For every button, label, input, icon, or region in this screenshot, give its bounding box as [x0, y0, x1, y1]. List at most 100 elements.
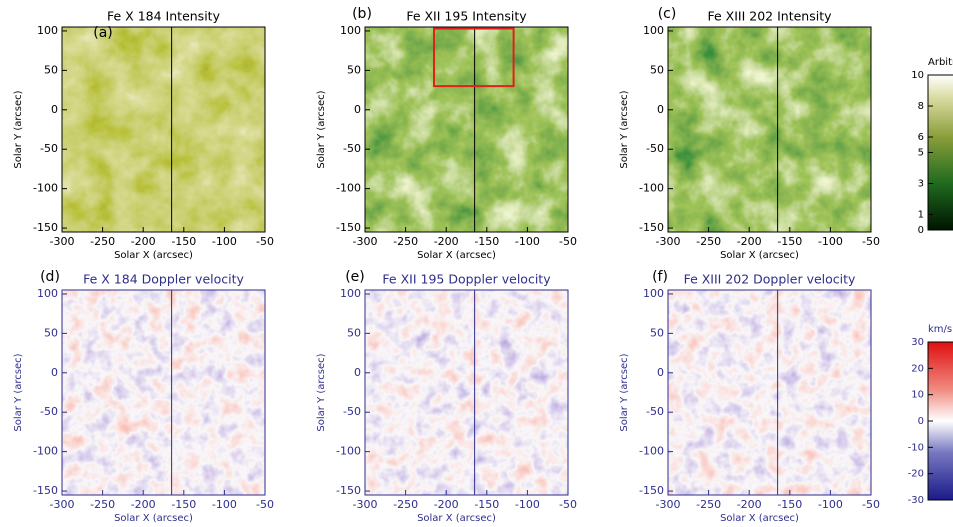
y-tick-label: 50: [347, 63, 361, 76]
image: [668, 27, 871, 232]
panel-label: (f): [652, 269, 668, 285]
x-tick-label: -300: [50, 235, 75, 248]
y-axis-label: Solar Y (arcsec): [13, 90, 24, 168]
y-axis-label: Solar Y (arcsec): [619, 353, 630, 431]
colorbar-tick-label: 8: [918, 101, 924, 112]
x-tick-label: -250: [90, 235, 115, 248]
y-tick-label: -50: [343, 142, 361, 155]
panel-label: (d): [40, 269, 60, 285]
y-tick-label: -150: [639, 484, 664, 497]
panel-label: (b): [352, 6, 372, 22]
y-tick-label: -150: [639, 221, 664, 234]
panel-title: Fe XII 195 Intensity: [406, 9, 527, 24]
y-tick-label: 50: [650, 63, 664, 76]
x-tick-label: -200: [737, 498, 762, 511]
y-tick-label: 100: [643, 24, 664, 37]
x-tick-label: -50: [256, 235, 274, 248]
y-tick-label: -100: [336, 182, 361, 195]
colorbar-title: km/s: [928, 324, 952, 335]
colorbar-tick-label: 3: [918, 179, 924, 190]
y-tick-label: 50: [347, 326, 361, 339]
x-tick-label: -50: [862, 235, 880, 248]
colorbar-tick-label: 1: [918, 210, 924, 221]
x-tick-label: -100: [515, 235, 540, 248]
x-tick-label: -200: [131, 498, 156, 511]
x-tick-label: -50: [559, 498, 577, 511]
panel-label: (e): [345, 269, 365, 285]
y-tick-label: -50: [646, 142, 664, 155]
panel-label: (c): [658, 6, 677, 22]
y-tick-label: -150: [33, 221, 58, 234]
colorbar-tick-label: 0: [918, 416, 924, 427]
x-tick-label: -150: [474, 498, 499, 511]
y-tick-label: -50: [646, 405, 664, 418]
y-axis-label: Solar Y (arcsec): [619, 90, 630, 168]
y-axis-label: Solar Y (arcsec): [316, 90, 327, 168]
colorbar-tick-label: -10: [908, 442, 924, 453]
x-tick-label: -300: [656, 235, 681, 248]
colorbar-tick-label: 6: [918, 132, 924, 143]
x-axis-label: Solar X (arcsec): [114, 513, 193, 524]
y-tick-label: -50: [343, 405, 361, 418]
panel-title: Fe X 184 Doppler velocity: [83, 272, 244, 287]
panel-title: Fe X 184 Intensity: [107, 9, 221, 24]
panel-label: (a): [93, 25, 113, 41]
y-tick-label: 50: [650, 326, 664, 339]
y-tick-label: 100: [340, 287, 361, 300]
colorbar-tick-label: 10: [911, 390, 924, 401]
x-tick-label: -50: [256, 498, 274, 511]
colorbar-tick-label: -30: [908, 495, 924, 506]
y-axis-label: Solar Y (arcsec): [316, 353, 327, 431]
x-tick-label: -300: [50, 498, 75, 511]
x-tick-label: -150: [171, 498, 196, 511]
y-tick-label: 50: [44, 63, 58, 76]
x-axis-label: Solar X (arcsec): [114, 250, 193, 261]
colorbar-tick-label: 10: [911, 70, 924, 81]
image: [365, 290, 568, 495]
x-axis-label: Solar X (arcsec): [720, 513, 799, 524]
x-tick-label: -250: [393, 498, 418, 511]
image: [365, 27, 568, 232]
frame: [667, 289, 872, 496]
y-tick-label: -100: [639, 182, 664, 195]
x-tick-label: -200: [131, 235, 156, 248]
y-tick-label: 0: [657, 366, 664, 379]
x-tick-label: -150: [474, 235, 499, 248]
colorbar-tick-label: -20: [908, 469, 924, 480]
y-tick-label: -100: [336, 445, 361, 458]
y-tick-label: 0: [354, 366, 361, 379]
panel-title: Fe XII 195 Doppler velocity: [382, 272, 551, 287]
y-tick-label: -50: [40, 142, 58, 155]
colorbar-tick-label: 5: [918, 148, 924, 159]
frame: [667, 26, 872, 233]
x-tick-label: -100: [515, 498, 540, 511]
x-axis-label: Solar X (arcsec): [417, 513, 496, 524]
y-tick-label: -150: [336, 484, 361, 497]
x-tick-label: -300: [353, 235, 378, 248]
x-tick-label: -250: [696, 498, 721, 511]
y-tick-label: -100: [33, 182, 58, 195]
y-tick-label: -150: [336, 221, 361, 234]
frame: [364, 289, 569, 496]
colorbar-tick-label: 20: [911, 363, 924, 374]
colorbar-title: Arbitr.: [928, 57, 953, 68]
x-tick-label: -250: [393, 235, 418, 248]
x-tick-label: -100: [818, 235, 843, 248]
image: [62, 290, 265, 495]
y-tick-label: 0: [51, 366, 58, 379]
y-tick-label: 0: [51, 103, 58, 116]
panel-title: Fe XIII 202 Doppler velocity: [684, 272, 856, 287]
x-axis-label: Solar X (arcsec): [720, 250, 799, 261]
x-tick-label: -100: [818, 498, 843, 511]
y-tick-label: -100: [639, 445, 664, 458]
y-tick-label: 100: [643, 287, 664, 300]
frame: [364, 26, 569, 233]
x-tick-label: -250: [696, 235, 721, 248]
x-tick-label: -100: [212, 498, 237, 511]
colorbar-tick-label: 30: [911, 337, 924, 348]
x-tick-label: -200: [434, 235, 459, 248]
y-tick-label: 0: [657, 103, 664, 116]
x-tick-label: -200: [434, 498, 459, 511]
